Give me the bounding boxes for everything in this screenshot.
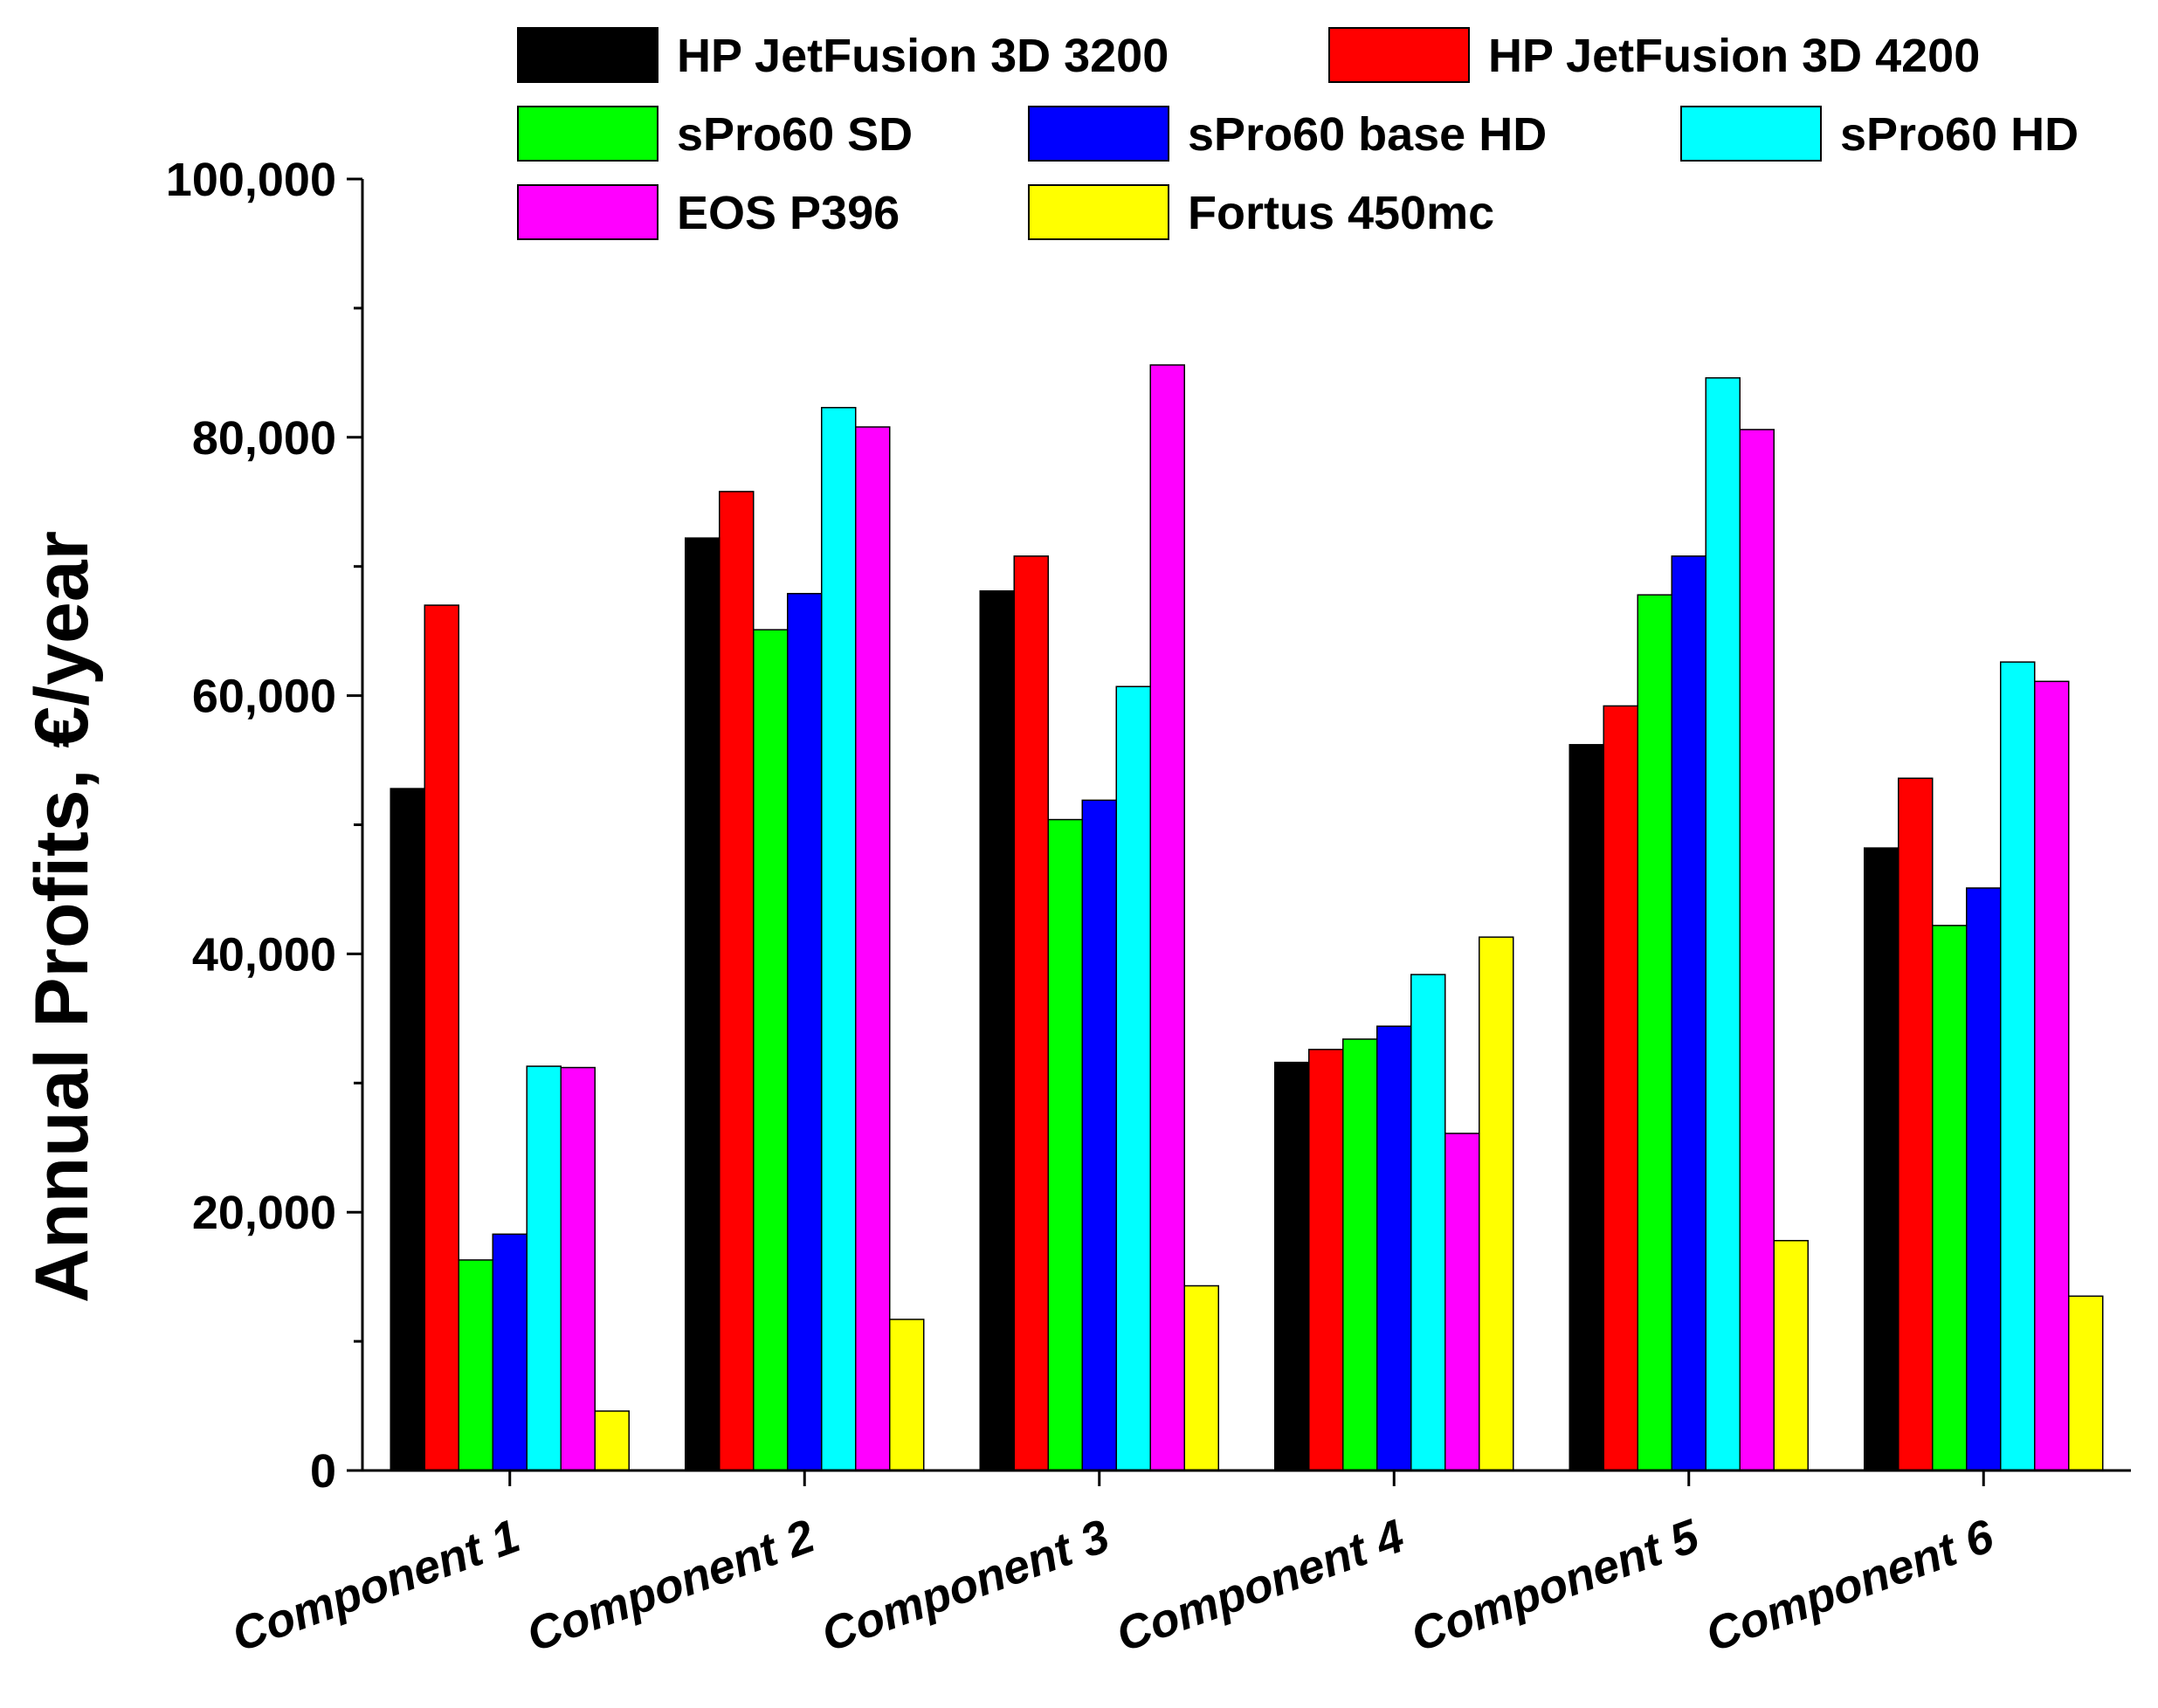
bar-2-7: [889, 1319, 925, 1471]
bar-1-2: [424, 604, 459, 1471]
bar-6-6: [2034, 680, 2070, 1471]
legend-swatch: [517, 106, 658, 162]
bar-5-4: [1671, 555, 1706, 1471]
y-axis-title: Annual Profits, €/year: [20, 531, 104, 1303]
bar-6-1: [1864, 847, 1899, 1471]
legend-label: sPro60 base HD: [1188, 108, 1547, 161]
bar-1-6: [560, 1066, 596, 1471]
bar-6-2: [1898, 777, 1934, 1471]
bar-5-3: [1637, 594, 1672, 1471]
bar-6-4: [1966, 887, 2002, 1471]
legend-swatch: [1680, 106, 1822, 162]
bar-4-1: [1274, 1061, 1310, 1471]
bar-3-7: [1183, 1284, 1219, 1471]
bar-4-6: [1444, 1133, 1480, 1471]
legend-label: HP JetFusion 3D 3200: [677, 30, 1169, 82]
bar-2-2: [719, 491, 755, 1471]
y-tick-label: 60,000: [192, 671, 336, 723]
legend-swatch: [1028, 184, 1169, 240]
y-tick-label: 0: [310, 1445, 336, 1498]
legend: HP JetFusion 3D 3200 HP JetFusion 3D 4200…: [517, 27, 2079, 240]
legend-swatch: [517, 184, 658, 240]
bar-3-6: [1149, 364, 1185, 1471]
y-tick-label: 80,000: [192, 412, 336, 465]
bar-6-3: [1932, 925, 1968, 1471]
legend-label: EOS P396: [677, 187, 900, 239]
legend-label: Fortus 450mc: [1188, 187, 1494, 239]
bar-5-5: [1705, 377, 1741, 1471]
bar-1-4: [492, 1233, 527, 1471]
bar-2-6: [855, 426, 891, 1471]
legend-label: sPro60 HD: [1840, 108, 2079, 161]
x-tick-label: Component 6: [1700, 1510, 2002, 1663]
bar-2-5: [821, 407, 857, 1471]
bar-4-5: [1410, 974, 1446, 1471]
bar-1-1: [390, 788, 425, 1471]
x-tick-label: Component 3: [815, 1510, 1116, 1662]
bar-6-5: [2000, 661, 2036, 1471]
bar-2-4: [787, 593, 823, 1471]
legend-label: HP JetFusion 3D 4200: [1488, 30, 1980, 82]
legend-swatch: [1028, 106, 1169, 162]
bar-5-6: [1739, 429, 1775, 1471]
x-tick-label: Component 4: [1110, 1510, 1411, 1662]
bar-4-4: [1376, 1025, 1412, 1471]
bar-4-7: [1479, 936, 1514, 1471]
bar-1-5: [526, 1065, 562, 1471]
legend-swatch: [517, 27, 658, 83]
bar-1-7: [594, 1410, 630, 1471]
bars-layer: [390, 364, 2104, 1471]
bar-6-7: [2068, 1295, 2104, 1471]
bar-3-5: [1115, 685, 1151, 1471]
bar-3-1: [979, 590, 1015, 1471]
bar-4-2: [1308, 1049, 1344, 1471]
y-tick-label: 20,000: [192, 1187, 336, 1239]
x-tick-label: Component 1: [225, 1510, 527, 1662]
bar-4-3: [1342, 1038, 1378, 1471]
bar-2-1: [685, 537, 720, 1471]
bar-2-3: [753, 629, 789, 1471]
x-tick-label: Component 5: [1404, 1510, 1706, 1663]
bar-5-7: [1773, 1239, 1809, 1471]
bar-3-2: [1013, 555, 1049, 1471]
bar-3-3: [1047, 818, 1083, 1471]
legend-label: sPro60 SD: [677, 108, 913, 161]
bar-5-1: [1569, 744, 1604, 1471]
legend-swatch: [1328, 27, 1470, 83]
bar-3-4: [1081, 799, 1117, 1471]
x-tick-label: Component 2: [521, 1510, 822, 1662]
bar-5-2: [1603, 705, 1638, 1471]
y-tick-label: 40,000: [192, 928, 336, 981]
y-tick-label: 100,000: [166, 154, 336, 206]
bar-1-3: [458, 1259, 493, 1471]
